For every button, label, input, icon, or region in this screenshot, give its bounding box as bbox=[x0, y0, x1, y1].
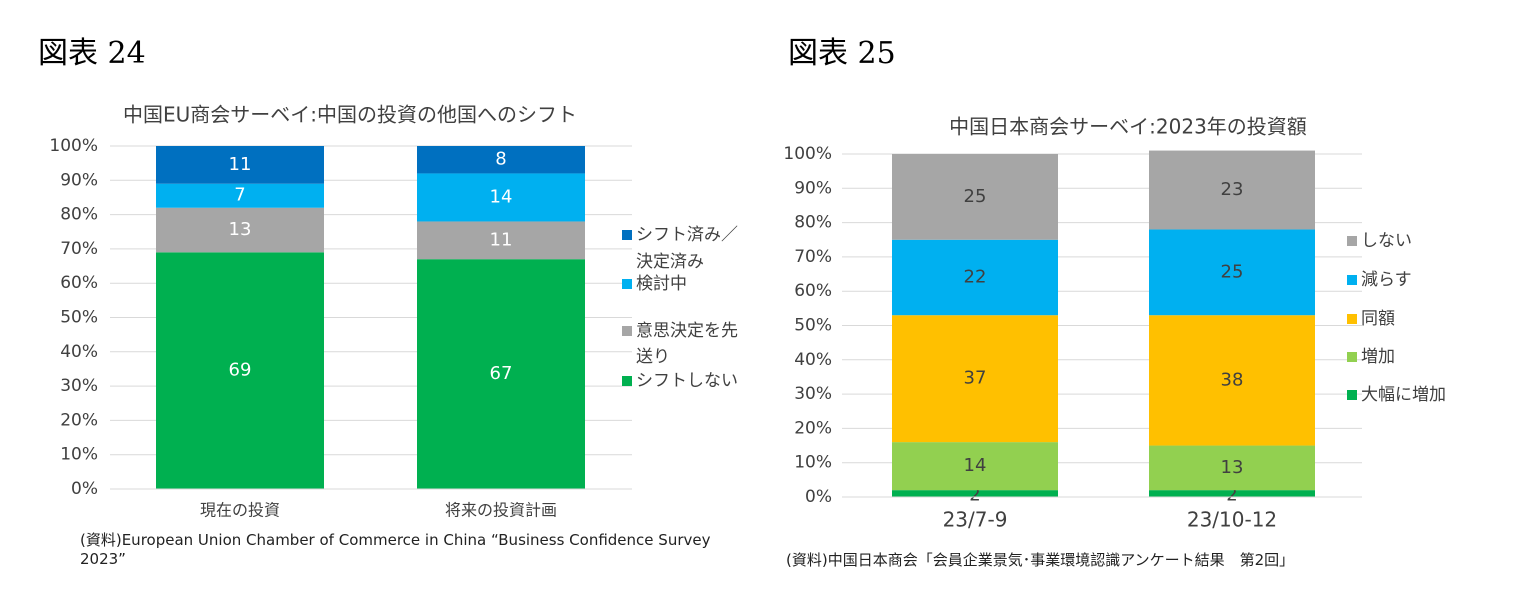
legend-label: 大幅に増加 bbox=[1361, 385, 1446, 405]
bar-segment bbox=[417, 259, 585, 489]
figure-24-label: 図表 24 bbox=[38, 36, 146, 71]
bar-segment bbox=[892, 239, 1058, 316]
data-label: 11 bbox=[490, 229, 513, 250]
y-tick-label: 80% bbox=[794, 213, 832, 233]
legend-label: 決定済み bbox=[636, 252, 704, 272]
y-tick-label: 30% bbox=[60, 376, 98, 396]
bar-segment bbox=[156, 146, 324, 184]
legend-label: シフト済み／ bbox=[636, 225, 738, 245]
data-label: 37 bbox=[964, 368, 987, 389]
data-label: 11 bbox=[229, 154, 252, 175]
data-label: 13 bbox=[1221, 457, 1244, 478]
figure-25-label: 図表 25 bbox=[788, 36, 896, 71]
y-tick-label: 80% bbox=[60, 205, 98, 225]
legend-swatch bbox=[1347, 236, 1357, 246]
y-tick-label: 100% bbox=[49, 136, 98, 156]
x-tick-label: 将来の投資計画 bbox=[445, 501, 557, 520]
data-label: 22 bbox=[964, 266, 987, 287]
bar-segment bbox=[892, 490, 1058, 497]
bar-segment bbox=[892, 442, 1058, 491]
source-note-eu: (資料)European Union Chamber of Commerce i… bbox=[80, 531, 711, 568]
legend-swatch bbox=[1347, 314, 1357, 324]
y-tick-label: 100% bbox=[783, 144, 832, 164]
data-label: 7 bbox=[234, 185, 245, 206]
x-tick-label: 23/7-9 bbox=[943, 508, 1008, 532]
y-tick-label: 10% bbox=[60, 445, 98, 465]
data-label: 8 bbox=[495, 149, 506, 170]
legend-label: しない bbox=[1361, 231, 1412, 251]
source-note-japan: (資料)中国日本商会「会員企業景気･事業環境認識アンケート結果 第2回」 bbox=[786, 551, 1295, 569]
y-tick-label: 90% bbox=[60, 170, 98, 190]
chart-title: 中国日本商会サーベイ:2023年の投資額 bbox=[949, 115, 1307, 139]
legend-label: 減らす bbox=[1361, 270, 1412, 290]
legend-label: 検討中 bbox=[636, 274, 687, 294]
bar-segment bbox=[1149, 445, 1315, 491]
bar-segment bbox=[1149, 315, 1315, 446]
y-tick-label: 0% bbox=[805, 487, 832, 507]
legend-swatch bbox=[1347, 352, 1357, 362]
bar-segment bbox=[892, 154, 1058, 240]
legend-swatch bbox=[1347, 390, 1357, 400]
bar-segment bbox=[417, 173, 585, 222]
bar-segment bbox=[1149, 229, 1315, 316]
y-tick-label: 20% bbox=[60, 410, 98, 430]
y-tick-label: 50% bbox=[60, 308, 98, 328]
data-label: 2 bbox=[1226, 485, 1237, 506]
bar-segment bbox=[156, 252, 324, 489]
y-tick-label: 70% bbox=[60, 239, 98, 259]
y-tick-label: 70% bbox=[794, 247, 832, 267]
y-tick-label: 50% bbox=[794, 316, 832, 336]
data-label: 2 bbox=[969, 485, 980, 506]
x-tick-label: 23/10-12 bbox=[1187, 508, 1277, 532]
legend-label: 増加 bbox=[1361, 347, 1395, 367]
legend-swatch bbox=[622, 230, 632, 240]
data-label: 25 bbox=[1221, 261, 1244, 282]
y-tick-label: 40% bbox=[60, 342, 98, 362]
y-tick-label: 30% bbox=[794, 384, 832, 404]
legend-label: 同額 bbox=[1361, 309, 1395, 329]
legend-swatch bbox=[1347, 275, 1357, 285]
y-tick-label: 90% bbox=[794, 178, 832, 198]
data-label: 14 bbox=[964, 455, 987, 476]
data-label: 14 bbox=[490, 186, 513, 207]
x-tick-label: 現在の投資 bbox=[200, 501, 280, 520]
bar-segment bbox=[1149, 150, 1315, 230]
bar-segment bbox=[156, 183, 324, 208]
bar-segment bbox=[417, 146, 585, 174]
data-label: 13 bbox=[229, 219, 252, 240]
data-label: 38 bbox=[1221, 369, 1244, 390]
legend-label: 送り bbox=[636, 347, 670, 367]
chart-title: 中国EU商会サーベイ:中国の投資の他国へのシフト bbox=[123, 103, 577, 127]
y-tick-label: 40% bbox=[794, 350, 832, 370]
data-label: 69 bbox=[229, 360, 252, 381]
bar-segment bbox=[156, 207, 324, 253]
bar-segment bbox=[892, 315, 1058, 443]
bar-segment bbox=[417, 221, 585, 260]
legend-swatch bbox=[622, 279, 632, 289]
data-label: 23 bbox=[1221, 179, 1244, 200]
legend-swatch bbox=[622, 326, 632, 336]
legend-label: シフトしない bbox=[636, 371, 738, 391]
data-label: 25 bbox=[964, 186, 987, 207]
y-tick-label: 0% bbox=[71, 479, 98, 499]
y-tick-label: 60% bbox=[60, 273, 98, 293]
legend-swatch bbox=[622, 376, 632, 386]
y-tick-label: 10% bbox=[794, 453, 832, 473]
y-tick-label: 20% bbox=[794, 418, 832, 438]
legend-label: 意思決定を先 bbox=[636, 321, 738, 341]
data-label: 67 bbox=[490, 363, 513, 384]
y-tick-label: 60% bbox=[794, 281, 832, 301]
bar-segment bbox=[1149, 490, 1315, 497]
